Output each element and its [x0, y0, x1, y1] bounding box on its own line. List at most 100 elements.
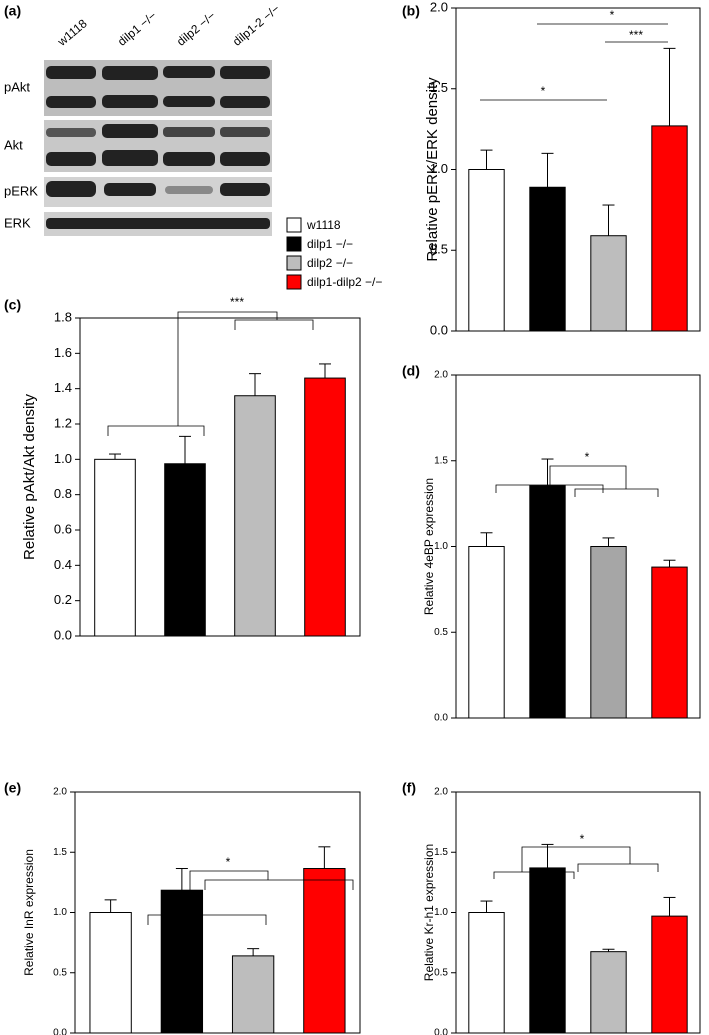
legend-label: w1118 — [306, 218, 341, 232]
chart-panel: (d) Relative 4eBP expression 0.0 0.5 1.0 1.5 2… — [402, 363, 701, 724]
y-axis-label: Relative 4eBP expression — [422, 478, 436, 615]
panel-label: (b) — [402, 3, 420, 19]
bar — [89, 912, 132, 1034]
error-bar — [109, 453, 121, 460]
error-bar — [663, 896, 676, 917]
significance-bracket — [107, 425, 205, 436]
legend: w1118 dilp1 −/− dilp2 −/− dilp1-dilp2 −/− — [286, 217, 382, 290]
bar — [651, 125, 688, 332]
y-axis-label: Relative pAkt/Akt density — [21, 394, 38, 560]
significance-label: * — [610, 8, 615, 22]
y-tick-label: 1.2 — [54, 415, 72, 430]
error-bar — [318, 846, 331, 869]
plot-frame — [79, 317, 361, 637]
significance-bracket — [493, 871, 575, 879]
bar — [231, 955, 275, 1034]
significance-label: *** — [629, 28, 643, 42]
bar — [164, 463, 206, 637]
blot-rows: pAkt Akt pERK ERK — [4, 79, 38, 230]
y-tick-label: 0.5 — [434, 967, 448, 978]
y-tick-label: 1.4 — [54, 380, 72, 395]
chart-panel: (e) Relative InR expression 0.0 0.5 1.0 1.5 2.… — [4, 780, 361, 1035]
error-bar — [541, 843, 554, 868]
error-bar — [663, 47, 676, 126]
legend-label: dilp1 −/− — [307, 237, 353, 251]
error-bar — [175, 868, 188, 891]
legend-label: dilp2 −/− — [307, 256, 353, 270]
y-tick-label: 0.0 — [434, 1028, 448, 1035]
lane-label: dilp1 −/− — [115, 8, 159, 48]
error-bar — [480, 149, 493, 170]
y-tick-label: 1.0 — [434, 541, 448, 552]
significance-label: * — [580, 832, 585, 846]
significance-bracket — [577, 863, 659, 872]
plot-frame — [74, 791, 361, 1034]
legend-swatch — [286, 274, 302, 290]
y-tick-label: 1.0 — [53, 907, 67, 918]
bar — [651, 566, 688, 719]
chart-panel: (b) Relative pERK/ERK density 0.0 0.5 1.0 1.5… — [402, 0, 701, 337]
bar — [468, 546, 505, 719]
significance-bracket — [177, 311, 278, 426]
y-tick-label: 1.5 — [430, 80, 448, 95]
significance-bracket — [521, 846, 631, 872]
legend-swatch — [286, 236, 302, 252]
significance-bracket — [204, 879, 354, 890]
significance-bracket — [189, 870, 269, 915]
bar — [590, 235, 627, 332]
y-axis-label: Relative Kr-h1 expression — [422, 844, 436, 981]
panel-label: (e) — [4, 780, 21, 796]
legend-swatch — [286, 255, 302, 271]
significance-bracket — [234, 319, 314, 330]
significance-label: * — [541, 84, 546, 98]
blot-panel: (a) w1118 dilp1 −/− dilp2 −/− dilp1-2 −/− p… — [4, 2, 382, 290]
y-tick-label: 0.0 — [434, 713, 448, 724]
y-tick-label: 0.6 — [54, 521, 72, 536]
bar — [529, 867, 566, 1034]
lane-label: w1118 — [54, 16, 90, 49]
error-bar — [541, 458, 554, 486]
bar — [590, 546, 627, 719]
bar — [234, 395, 276, 637]
y-tick-label: 2.0 — [434, 370, 448, 381]
row-label: pERK — [4, 183, 38, 198]
legend-label: dilp1-dilp2 −/− — [307, 275, 382, 289]
error-bar — [179, 435, 191, 464]
blot-bands — [46, 66, 270, 229]
y-tick-label: 1.6 — [54, 345, 72, 360]
error-bar — [480, 900, 493, 913]
y-tick-label: 0.5 — [430, 242, 448, 257]
significance-label: * — [226, 855, 231, 869]
error-bar — [602, 537, 615, 547]
y-tick-label: 0.0 — [53, 1028, 67, 1035]
significance-label: *** — [230, 295, 244, 309]
y-tick-label: 2.0 — [434, 787, 448, 798]
bar — [651, 915, 688, 1034]
panel-label: (f) — [402, 780, 416, 796]
bar — [94, 458, 136, 637]
bar — [304, 377, 346, 637]
significance-bracket — [574, 488, 659, 497]
y-tick-label: 0.2 — [54, 592, 72, 607]
y-tick-label: 2.0 — [53, 787, 67, 798]
bar — [529, 186, 566, 332]
panel-label: (c) — [4, 297, 21, 313]
row-label: ERK — [4, 215, 31, 230]
error-bar — [663, 559, 676, 568]
y-tick-label: 1.5 — [53, 847, 67, 858]
error-bar — [104, 899, 117, 913]
plot-frame — [455, 791, 701, 1034]
y-axis-label: Relative pERK/ERK density — [424, 77, 441, 262]
lane-label: dilp1-2 −/− — [230, 2, 282, 49]
y-tick-label: 0.5 — [53, 967, 67, 978]
significance-label: * — [585, 450, 590, 464]
error-bar — [602, 204, 615, 236]
y-tick-label: 0.5 — [434, 627, 448, 638]
blot-lanes: w1118 dilp1 −/− dilp2 −/− dilp1-2 −/− — [54, 2, 282, 50]
y-tick-label: 1.5 — [434, 455, 448, 466]
y-tick-label: 2.0 — [430, 0, 448, 14]
y-tick-label: 1.8 — [54, 309, 72, 324]
error-bar — [480, 532, 493, 547]
bar — [160, 889, 204, 1034]
